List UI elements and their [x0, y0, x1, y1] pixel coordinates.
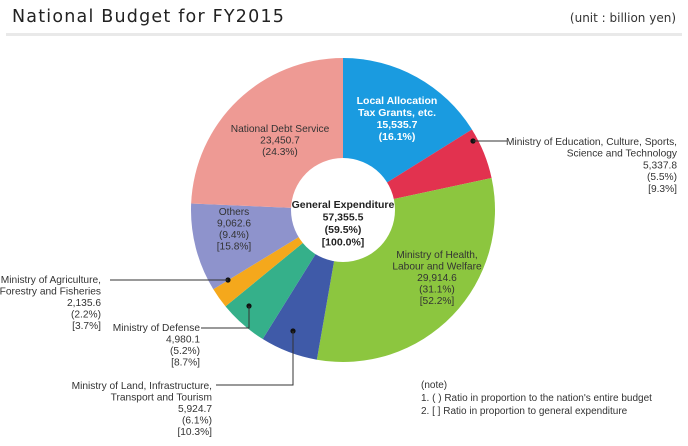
label-local-allocation-line: Local Allocation	[357, 95, 438, 107]
label-land-line: [10.3%]	[177, 427, 212, 438]
label-local-allocation-line: 15,535.7	[377, 119, 418, 131]
label-land-line: (6.1%)	[182, 416, 212, 427]
label-health-line: Ministry of Health,	[396, 250, 478, 261]
label-defense-line: (5.2%)	[170, 346, 200, 357]
chart-title: National Budget for FY2015	[12, 7, 286, 27]
center-label-line: [100.0%]	[322, 237, 365, 249]
label-defense-line: [8.7%]	[171, 358, 200, 369]
label-education-line: (5.5%)	[647, 172, 677, 183]
label-health-line: (31.1%)	[419, 285, 455, 296]
label-land-line: Ministry of Land, Infrastructure,	[72, 381, 212, 392]
label-education-line: Ministry of Education, Culture, Sports,	[506, 137, 677, 148]
label-health-line: [52.2%]	[420, 296, 455, 307]
label-agriculture-line: [3.7%]	[72, 321, 101, 332]
slice-national-debt-service	[191, 58, 343, 210]
label-agriculture-line: Ministry of Agriculture,	[1, 275, 101, 286]
label-education-line: 5,337.8	[643, 160, 677, 171]
note-2: 2. [ ] Ratio in proportion to general ex…	[421, 406, 628, 417]
label-local-allocation-line: (16.1%)	[379, 131, 416, 143]
label-others-line: [15.8%]	[217, 242, 252, 253]
note-1: 1. ( ) Ratio in proportion to the nation…	[421, 393, 652, 404]
label-debt-service-line: (24.3%)	[262, 147, 298, 158]
center-label-line: 57,355.5	[323, 212, 364, 224]
leader-lines-group	[110, 138, 507, 386]
unit-label: (unit : billion yen)	[569, 11, 676, 25]
donut-hole	[291, 158, 395, 262]
label-others-line: (9.4%)	[219, 230, 249, 241]
label-debt-service-line: National Debt Service	[231, 124, 330, 135]
label-debt-service-line: 23,450.7	[260, 136, 300, 147]
title-divider	[6, 33, 682, 36]
label-education-line: [9.3%]	[648, 184, 677, 195]
label-others-line: Others	[219, 207, 250, 218]
label-defense-line: 4,980.1	[166, 335, 200, 346]
notes: (note) 1. ( ) Ratio in proportion to the…	[421, 379, 652, 418]
labels-group: General Expenditure57,355.5(59.5%)[100.0…	[0, 95, 678, 438]
label-local-allocation-line: Tax Grants, etc.	[358, 107, 436, 119]
label-others-line: 9,062.6	[217, 219, 251, 230]
label-land-line: Transport and Tourism	[111, 393, 212, 404]
label-defense-line: Ministry of Defense	[113, 323, 201, 334]
slices-group	[191, 58, 496, 362]
center-label-line: General Expenditure	[292, 199, 395, 211]
label-agriculture-line: Forestry and Fisheries	[0, 287, 101, 298]
defense-leader-line	[201, 306, 250, 329]
label-education-line: Science and Technology	[567, 149, 678, 160]
land-leader-line	[216, 331, 294, 386]
label-health-line: 29,914.6	[417, 273, 457, 284]
note-heading: (note)	[421, 380, 448, 391]
label-health-line: Labour and Welfare	[392, 262, 482, 273]
label-land-line: 5,924.7	[178, 404, 212, 415]
label-agriculture-line: 2,135.6	[67, 298, 101, 309]
label-agriculture-line: (2.2%)	[71, 310, 101, 321]
center-label-line: (59.5%)	[325, 224, 362, 236]
